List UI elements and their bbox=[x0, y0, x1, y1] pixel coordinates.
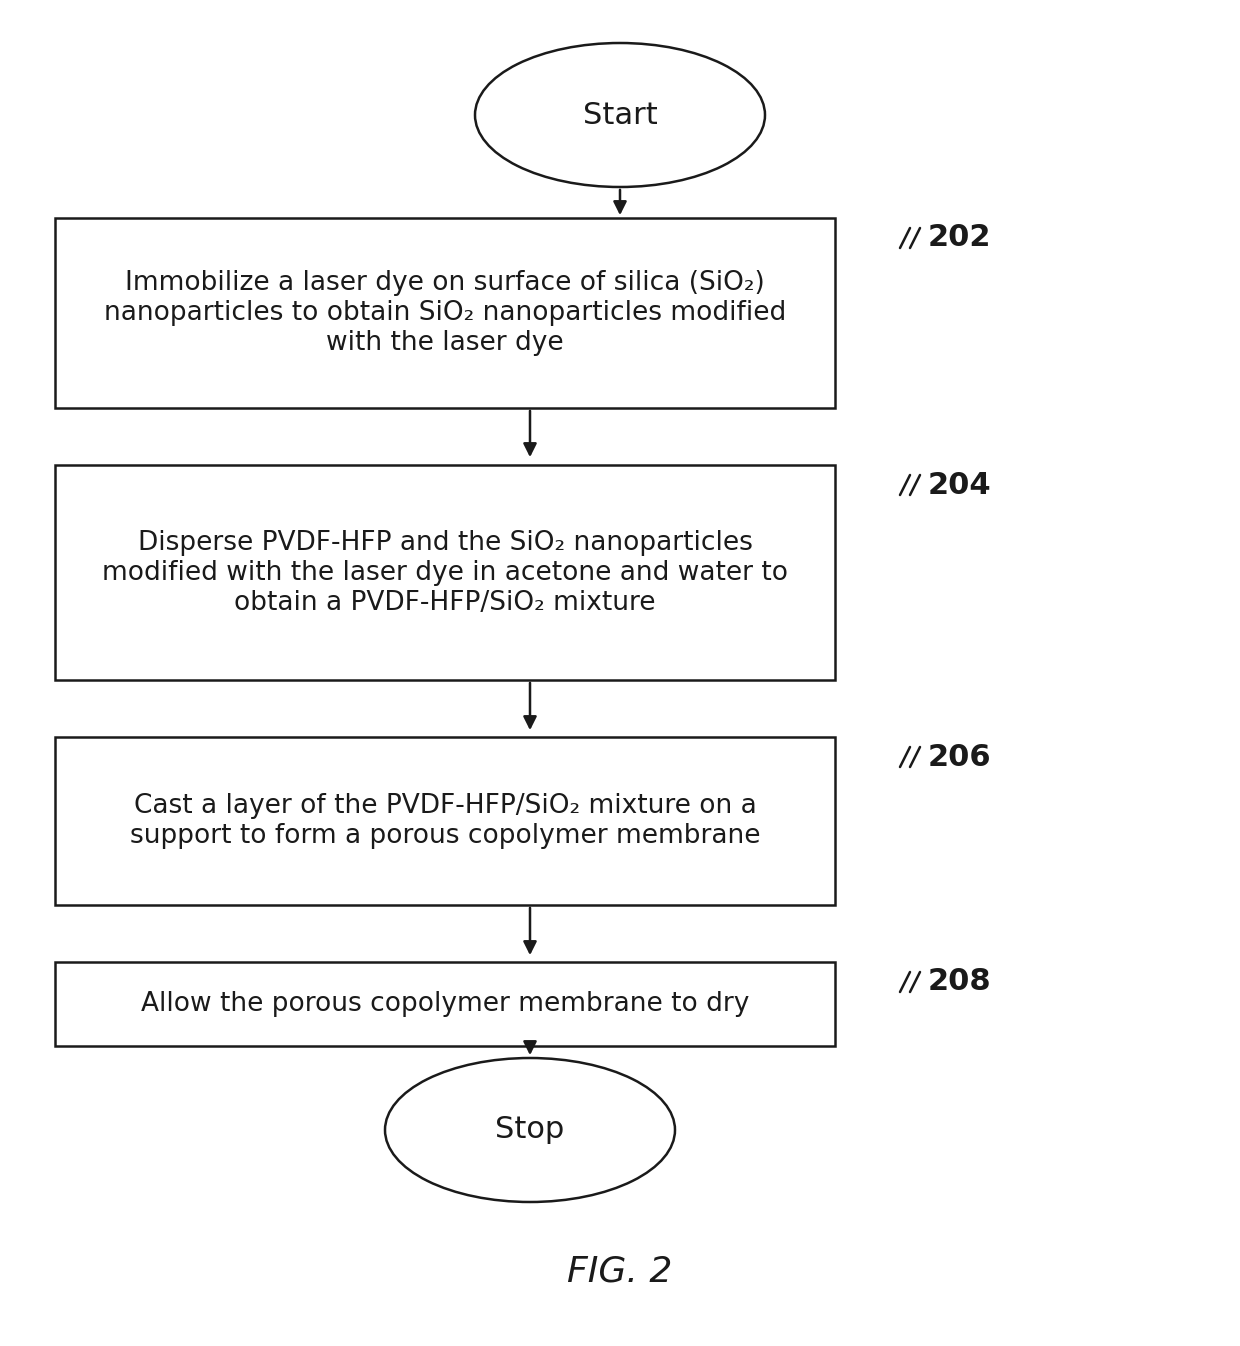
Bar bbox=[55, 738, 835, 905]
Text: FIG. 2: FIG. 2 bbox=[568, 1254, 672, 1289]
Bar bbox=[55, 218, 835, 408]
Text: 204: 204 bbox=[928, 471, 992, 499]
Text: 202: 202 bbox=[928, 223, 992, 253]
Text: 206: 206 bbox=[928, 743, 992, 771]
Text: Start: Start bbox=[583, 101, 657, 129]
Text: Stop: Stop bbox=[495, 1116, 564, 1144]
Ellipse shape bbox=[475, 43, 765, 187]
Text: Disperse PVDF-HFP and the SiO₂ nanoparticles
modified with the laser dye in acet: Disperse PVDF-HFP and the SiO₂ nanoparti… bbox=[102, 529, 787, 615]
Ellipse shape bbox=[384, 1058, 675, 1202]
Bar bbox=[55, 962, 835, 1046]
Text: 208: 208 bbox=[928, 968, 992, 996]
Text: Cast a layer of the PVDF-HFP/SiO₂ mixture on a
support to form a porous copolyme: Cast a layer of the PVDF-HFP/SiO₂ mixtur… bbox=[130, 793, 760, 849]
Text: Immobilize a laser dye on surface of silica (SiO₂)
nanoparticles to obtain SiO₂ : Immobilize a laser dye on surface of sil… bbox=[104, 271, 786, 355]
Text: Allow the porous copolymer membrane to dry: Allow the porous copolymer membrane to d… bbox=[141, 991, 749, 1018]
Bar bbox=[55, 464, 835, 680]
